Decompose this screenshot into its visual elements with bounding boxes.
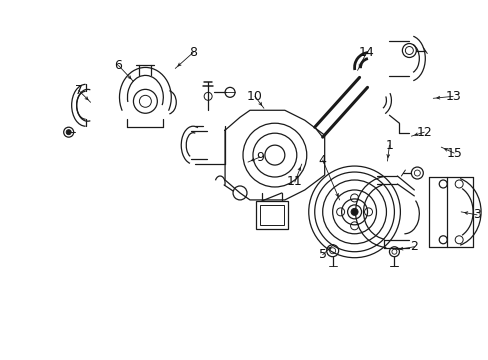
- Circle shape: [66, 130, 71, 135]
- Text: 7: 7: [75, 84, 82, 97]
- Circle shape: [281, 202, 286, 207]
- Text: 8: 8: [189, 46, 197, 59]
- Text: 11: 11: [286, 175, 302, 189]
- Text: 2: 2: [409, 240, 417, 253]
- Text: 1: 1: [385, 139, 392, 152]
- Text: 4: 4: [318, 154, 326, 167]
- Text: 15: 15: [446, 147, 461, 159]
- Text: 13: 13: [445, 90, 460, 103]
- Text: 9: 9: [256, 150, 264, 163]
- Circle shape: [257, 222, 262, 227]
- Text: 5: 5: [318, 248, 326, 261]
- FancyBboxPatch shape: [255, 201, 287, 229]
- Text: 3: 3: [472, 208, 480, 221]
- Text: 12: 12: [416, 126, 431, 139]
- Text: 14: 14: [358, 46, 374, 59]
- Text: 10: 10: [246, 90, 263, 103]
- Polygon shape: [224, 110, 324, 200]
- Text: 6: 6: [114, 59, 122, 72]
- Circle shape: [350, 208, 357, 215]
- Circle shape: [257, 202, 262, 207]
- Circle shape: [281, 222, 286, 227]
